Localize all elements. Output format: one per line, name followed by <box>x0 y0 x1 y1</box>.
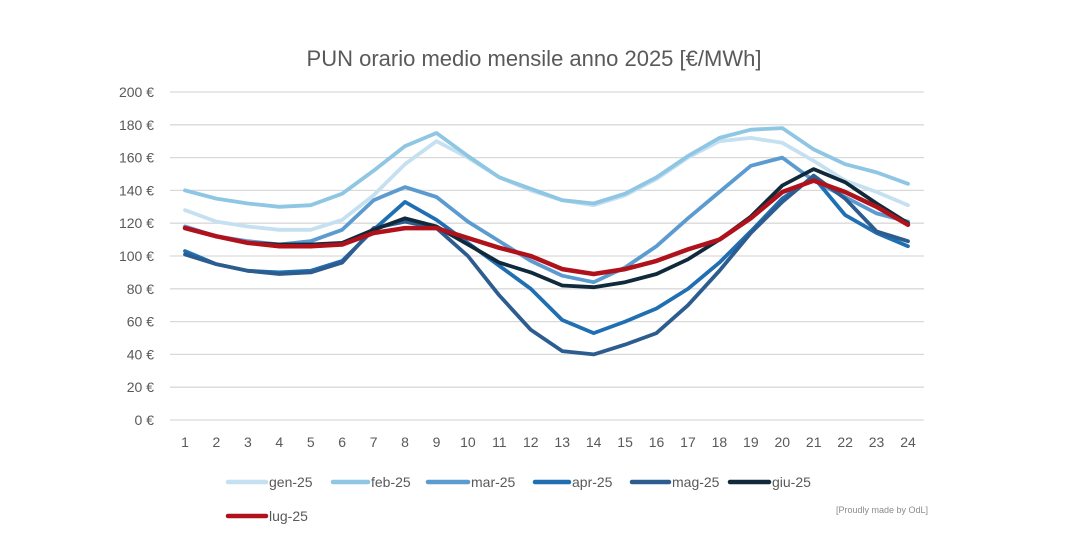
y-tick-label: 140 € <box>119 182 154 198</box>
x-tick-label: 15 <box>617 434 633 450</box>
credit-annotation: [Proudly made by OdL] <box>836 505 928 515</box>
x-tick-label: 13 <box>554 434 570 450</box>
legend-item-mar-25: mar-25 <box>425 474 516 490</box>
x-tick-label: 19 <box>743 434 759 450</box>
x-tick-label: 23 <box>869 434 885 450</box>
y-tick-label: 0 € <box>135 412 155 428</box>
legend-item-apr-25: apr-25 <box>532 474 613 490</box>
x-tick-label: 16 <box>649 434 665 450</box>
legend-label: gen-25 <box>269 474 313 490</box>
x-tick-label: 17 <box>680 434 696 450</box>
x-tick-label: 6 <box>338 434 346 450</box>
x-tick-label: 10 <box>460 434 476 450</box>
gridlines <box>170 91 924 421</box>
series-line-feb-25 <box>183 126 910 209</box>
x-tick-label: 20 <box>774 434 790 450</box>
series-line-mar-25 <box>183 155 910 285</box>
x-tick-label: 22 <box>837 434 853 450</box>
x-tick-label: 9 <box>433 434 441 450</box>
legend-item-giu-25: giu-25 <box>727 474 811 490</box>
x-tick-label: 3 <box>244 434 252 450</box>
y-tick-label: 20 € <box>127 379 154 395</box>
y-tick-label: 80 € <box>127 281 154 297</box>
x-tick-label: 2 <box>213 434 221 450</box>
x-tick-label: 14 <box>586 434 602 450</box>
x-tick-label: 1 <box>181 434 189 450</box>
x-tick-label: 11 <box>492 434 507 450</box>
y-tick-label: 60 € <box>127 314 154 330</box>
y-tick-label: 160 € <box>119 150 154 166</box>
x-tick-label: 4 <box>275 434 283 450</box>
x-tick-label: 21 <box>806 434 822 450</box>
x-tick-label: 5 <box>307 434 315 450</box>
legend-item-mag-25: mag-25 <box>629 474 720 490</box>
y-axis-ticks: 0 € 20 € 40 € 60 € 80 € 100 € 120 € 140 € 160 € 1… <box>119 84 154 428</box>
x-tick-label: 18 <box>712 434 728 450</box>
legend-item-feb-25: feb-25 <box>330 474 411 490</box>
y-tick-label: 100 € <box>119 248 154 264</box>
series-line-apr-25 <box>183 175 910 336</box>
chart-title: PUN orario medio mensile anno 2025 [€/MW… <box>307 46 762 71</box>
y-tick-label: 120 € <box>119 215 154 231</box>
x-tick-label: 24 <box>900 434 916 450</box>
legend-label: lug-25 <box>269 508 308 524</box>
legend: gen-25 feb-25 mar-25 apr-25 mag-25 giu-25 lug-… <box>225 474 811 524</box>
x-axis-ticks: 1 2 3 4 5 6 7 8 9 10 11 12 13 14 15 16 17 18 19 20 21 22 23 24 <box>181 434 916 450</box>
y-tick-label: 200 € <box>119 84 154 100</box>
x-tick-label: 8 <box>401 434 409 450</box>
legend-label: giu-25 <box>772 474 811 490</box>
legend-item-lug-25: lug-25 <box>225 508 308 524</box>
x-tick-label: 12 <box>523 434 539 450</box>
legend-label: apr-25 <box>572 474 613 490</box>
legend-item-gen-25: gen-25 <box>225 474 313 490</box>
y-tick-label: 40 € <box>127 346 154 362</box>
legend-label: mar-25 <box>471 474 516 490</box>
series-line-lug-25 <box>182 178 911 277</box>
legend-label: feb-25 <box>371 474 411 490</box>
series-lines <box>182 126 911 357</box>
x-tick-label: 7 <box>370 434 378 450</box>
legend-label: mag-25 <box>672 474 720 490</box>
y-tick-label: 180 € <box>119 117 154 133</box>
series-line-mag-25 <box>183 173 910 357</box>
